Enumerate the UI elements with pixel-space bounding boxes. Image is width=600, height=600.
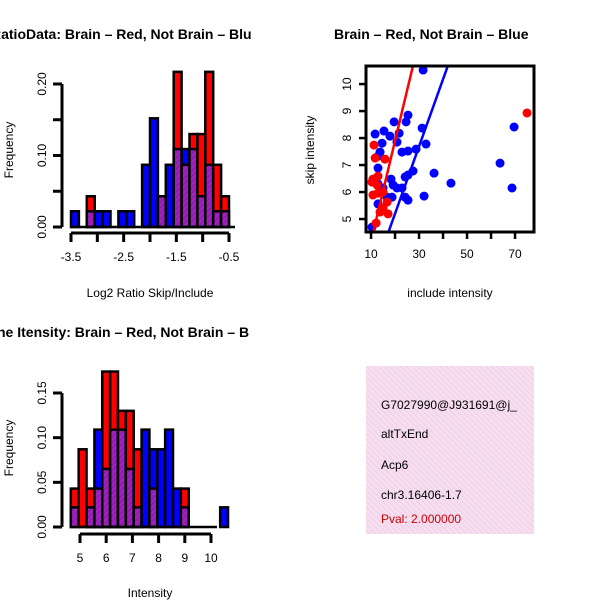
location: chr3.16406-1.7 bbox=[381, 488, 462, 502]
x-tick-label: 7 bbox=[129, 551, 136, 565]
y-tick-label: 0.15 bbox=[35, 381, 49, 405]
x-tick-label: 5 bbox=[77, 551, 84, 565]
point-not-brain bbox=[509, 122, 519, 132]
point-not-brain bbox=[388, 180, 398, 190]
point-brain bbox=[380, 154, 390, 164]
scatter-title: Brain – Red, Not Brain – Blue bbox=[334, 26, 529, 42]
point-not-brain bbox=[419, 191, 429, 201]
x-tick-label: 30 bbox=[412, 247, 426, 261]
x-tick-label: -2.5 bbox=[113, 250, 134, 264]
point-not-brain bbox=[370, 129, 380, 139]
point-brain bbox=[383, 209, 393, 219]
bar-not-brain bbox=[218, 506, 230, 529]
x-tick-label: 8 bbox=[155, 551, 162, 565]
y-tick-label: 6 bbox=[340, 188, 354, 195]
y-tick-label: 0.20 bbox=[35, 72, 49, 96]
bar-not-brain bbox=[101, 210, 112, 229]
point-not-brain bbox=[401, 117, 411, 127]
y-tick-label: 0.00 bbox=[35, 215, 49, 239]
fit-line-not-brain bbox=[387, 66, 450, 232]
y-tick-label: 0.05 bbox=[35, 470, 49, 494]
point-not-brain bbox=[389, 117, 399, 127]
point-not-brain bbox=[446, 178, 456, 188]
x-tick-label: -0.5 bbox=[219, 250, 240, 264]
point-brain bbox=[382, 197, 392, 207]
y-tick-label: 10 bbox=[340, 77, 354, 91]
point-brain bbox=[522, 108, 532, 118]
x-tick-label: 10 bbox=[204, 551, 218, 565]
bar-not-brain bbox=[125, 210, 136, 229]
plot-area bbox=[367, 66, 532, 232]
point-not-brain bbox=[377, 138, 387, 148]
plot-frame bbox=[364, 64, 536, 234]
point-not-brain bbox=[403, 110, 413, 120]
point-not-brain bbox=[429, 168, 439, 178]
point-not-brain bbox=[403, 195, 413, 205]
info-panel-background bbox=[366, 366, 534, 534]
y-tick-label: 5 bbox=[340, 215, 354, 222]
intensity-y-label: Frequency bbox=[2, 420, 16, 477]
ratio-histogram-title: RatioData: Brain – Red, Not Brain – Blu bbox=[0, 26, 252, 42]
y-tick-label: 7 bbox=[340, 161, 354, 168]
point-brain bbox=[372, 180, 382, 190]
info-panel: G7027990@J931691@j_ altTxEnd Acp6 chr3.1… bbox=[366, 366, 534, 534]
fit-line-brain bbox=[371, 66, 415, 232]
y-tick-label: 8 bbox=[340, 134, 354, 141]
y-tick-label: 0.10 bbox=[35, 426, 49, 450]
point-not-brain bbox=[385, 131, 395, 141]
point-brain bbox=[369, 140, 379, 150]
point-not-brain bbox=[507, 183, 517, 193]
intensity-histogram: 5 6 7 8 9 10 0.00 0.05 0.10 0.15 bbox=[35, 370, 230, 565]
scatter-x-label: include intensity bbox=[407, 286, 492, 300]
scatter-y-label: skip intensity bbox=[303, 116, 317, 185]
x-tick-label: 70 bbox=[508, 247, 522, 261]
event-type: altTxEnd bbox=[381, 427, 428, 441]
x-tick-label: -3.5 bbox=[61, 250, 82, 264]
bar-overlap bbox=[219, 210, 231, 229]
point-brain bbox=[370, 153, 380, 163]
x-tick-label: 10 bbox=[364, 247, 378, 261]
x-tick-label: 6 bbox=[103, 551, 110, 565]
point-not-brain bbox=[421, 139, 431, 149]
x-tick-label: 9 bbox=[181, 551, 188, 565]
x-tick-label: -1.5 bbox=[166, 250, 187, 264]
point-not-brain bbox=[418, 66, 428, 75]
point-not-brain bbox=[403, 146, 413, 156]
pval: Pval: 2.000000 bbox=[381, 512, 461, 526]
ratio-histogram: -3.5 -2.5 -1.5 -0.5 0.00 0.10 0.20 bbox=[35, 70, 240, 264]
point-not-brain bbox=[373, 163, 383, 173]
scatter-plot: 10 30 50 70 5 6 7 8 9 10 bbox=[340, 64, 536, 261]
gene-name: Acp6 bbox=[381, 458, 409, 472]
ratio-y-label: Frequency bbox=[2, 122, 16, 179]
y-tick-label: 0.00 bbox=[35, 515, 49, 539]
bar-not-brain bbox=[69, 210, 81, 229]
ratio-x-label: Log2 Ratio Skip/Include bbox=[87, 286, 214, 300]
intensity-histogram-title: ne Itensity: Brain – Red, Not Brain – B bbox=[0, 324, 249, 340]
x-tick-label: 50 bbox=[460, 247, 474, 261]
point-brain bbox=[373, 171, 383, 181]
y-tick-label: 9 bbox=[340, 107, 354, 114]
point-not-brain bbox=[495, 158, 505, 168]
bar-overlap bbox=[179, 506, 190, 529]
y-tick-label: 0.10 bbox=[35, 143, 49, 167]
intensity-x-label: Intensity bbox=[128, 586, 173, 600]
point-not-brain bbox=[379, 126, 389, 136]
event-id: G7027990@J931691@j_ bbox=[381, 398, 517, 412]
